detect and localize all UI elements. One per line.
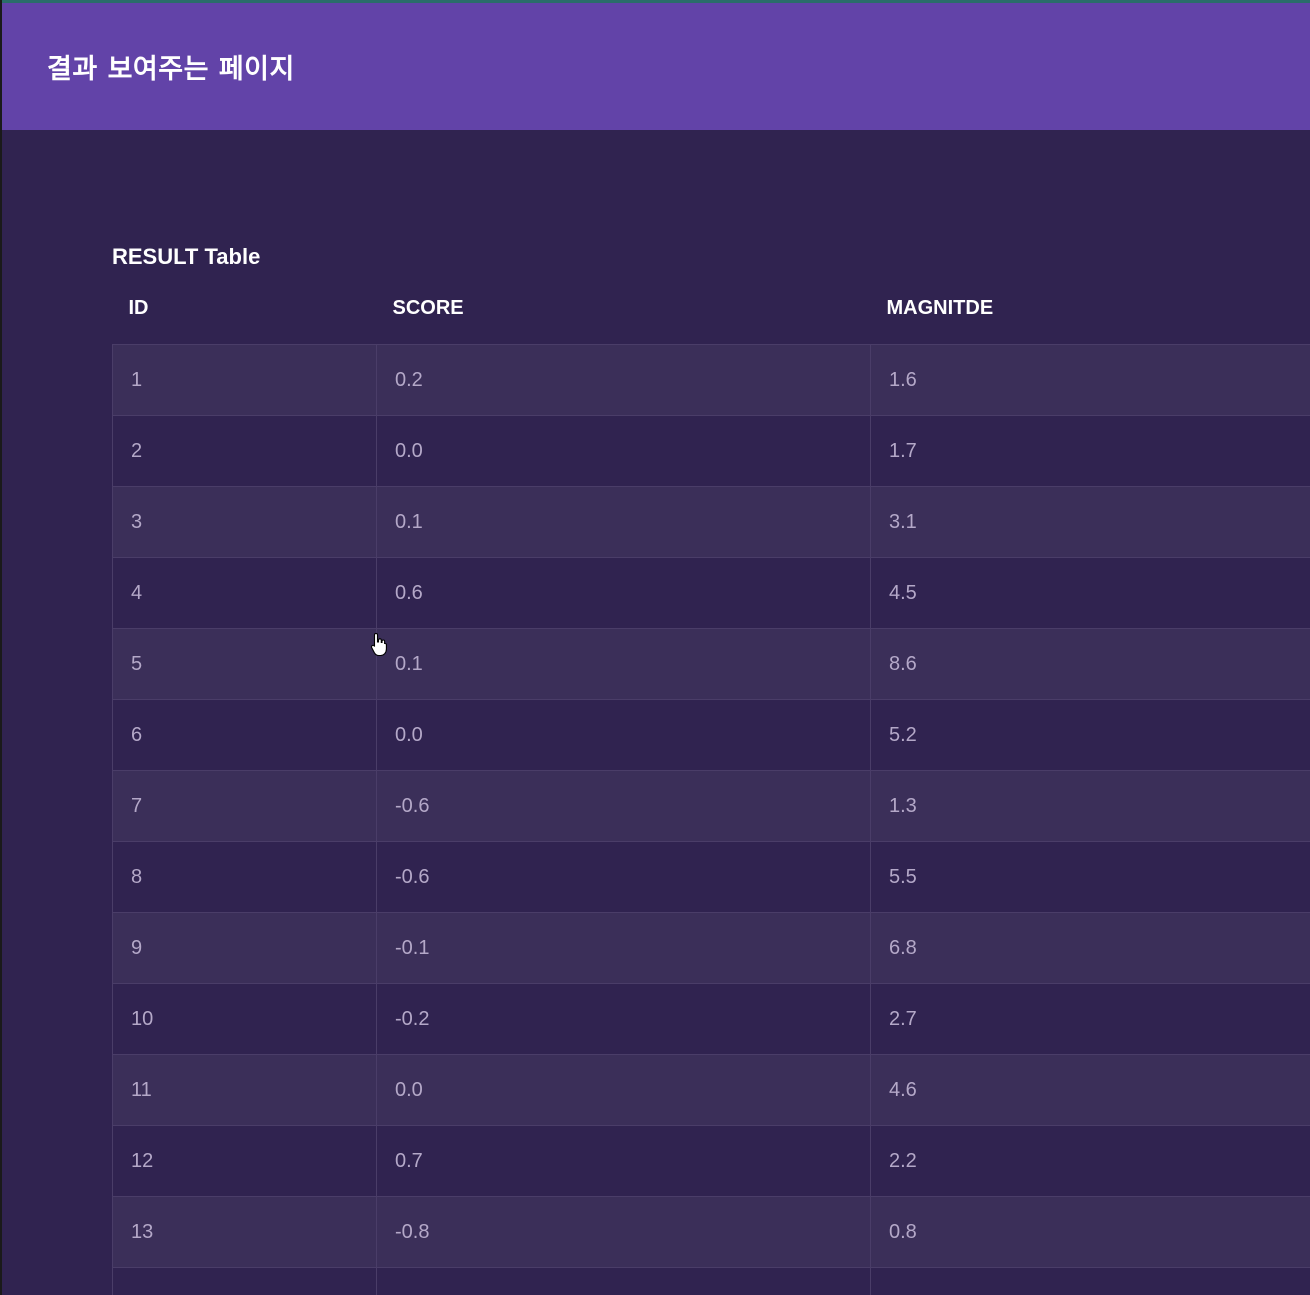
- cell-magnitude: 1.3: [870, 770, 1310, 842]
- cell-id: 6: [112, 699, 377, 771]
- cell-magnitude: 6.8: [870, 912, 1310, 984]
- cell-magnitude: 1.6: [870, 344, 1310, 416]
- cell-id: [112, 1267, 377, 1295]
- cell-id: 4: [112, 557, 377, 629]
- top-stripe: [2, 0, 1310, 3]
- cell-score: 0.1: [376, 628, 871, 700]
- table-row: 10 -0.2 2.7: [112, 983, 1310, 1055]
- table-row: 12 0.7 2.2: [112, 1125, 1310, 1197]
- cell-id: 8: [112, 841, 377, 913]
- column-header-magnitude: MAGNITDE: [886, 296, 994, 319]
- cell-magnitude: 2.2: [870, 1125, 1310, 1197]
- table-row: 8 -0.6 5.5: [112, 841, 1310, 913]
- cell-id: 10: [112, 983, 377, 1055]
- table-row: 5 0.1 8.6: [112, 628, 1310, 700]
- cell-score: 0.7: [376, 1125, 871, 1197]
- cell-score: -0.6: [376, 770, 871, 842]
- table-row: 11 0.0 4.6: [112, 1054, 1310, 1126]
- cell-id: 5: [112, 628, 377, 700]
- page-title: 결과 보여주는 페이지: [47, 54, 295, 85]
- table-row: 6 0.0 5.2: [112, 699, 1310, 771]
- table-header-row: ID SCORE MAGNITDE: [113, 272, 1310, 345]
- cell-id: 13: [112, 1196, 377, 1268]
- cell-score: -0.2: [376, 983, 871, 1055]
- cell-id: 7: [112, 770, 377, 842]
- cell-magnitude: 5.2: [870, 699, 1310, 771]
- cell-score: [376, 1267, 871, 1295]
- cell-id: 12: [112, 1125, 377, 1197]
- cell-magnitude: 1.7: [870, 415, 1310, 487]
- table-row: [112, 1267, 1310, 1295]
- cell-id: 9: [112, 912, 377, 984]
- cell-score: -0.6: [376, 841, 871, 913]
- column-header-score: SCORE: [392, 296, 464, 319]
- cell-score: 0.0: [376, 415, 871, 487]
- table-caption: RESULT Table: [112, 244, 261, 269]
- cell-magnitude: 2.7: [870, 983, 1310, 1055]
- cell-score: 0.2: [376, 344, 871, 416]
- cell-score: -0.8: [376, 1196, 871, 1268]
- cell-id: 1: [112, 344, 377, 416]
- table-row: 1 0.2 1.6: [112, 344, 1310, 416]
- cell-id: 3: [112, 486, 377, 558]
- cell-magnitude: 4.5: [870, 557, 1310, 629]
- table-row: 13 -0.8 0.8: [112, 1196, 1310, 1268]
- cell-magnitude: 0.8: [870, 1196, 1310, 1268]
- table-row: 2 0.0 1.7: [112, 415, 1310, 487]
- cell-score: 0.0: [376, 699, 871, 771]
- cell-magnitude: 4.6: [870, 1054, 1310, 1126]
- table-row: 4 0.6 4.5: [112, 557, 1310, 629]
- cell-score: 0.6: [376, 557, 871, 629]
- cell-id: 2: [112, 415, 377, 487]
- cell-score: 0.0: [376, 1054, 871, 1126]
- table-row: 9 -0.1 6.8: [112, 912, 1310, 984]
- table-row: 3 0.1 3.1: [112, 486, 1310, 558]
- table-row: 7 -0.6 1.3: [112, 770, 1310, 842]
- hand-cursor-icon: [370, 632, 387, 657]
- cell-magnitude: [870, 1267, 1310, 1295]
- cell-magnitude: 8.6: [870, 628, 1310, 700]
- cell-magnitude: 5.5: [870, 841, 1310, 913]
- cell-id: 11: [112, 1054, 377, 1126]
- cell-score: -0.1: [376, 912, 871, 984]
- page-header: 결과 보여주는 페이지: [2, 3, 1310, 130]
- table-body: 1 0.2 1.6 2 0.0 1.7 3 0.1 3.1 4 0.6 4.5 5 0.1 8.6 6 0.0 5…: [112, 344, 1310, 1295]
- column-header-id: ID: [128, 296, 149, 319]
- result-table: ID SCORE MAGNITDE 1 0.2 1.6 2 0.0 1.7 3 0.1 3.1 4…: [112, 272, 1310, 1295]
- cell-magnitude: 3.1: [870, 486, 1310, 558]
- cell-score: 0.1: [376, 486, 871, 558]
